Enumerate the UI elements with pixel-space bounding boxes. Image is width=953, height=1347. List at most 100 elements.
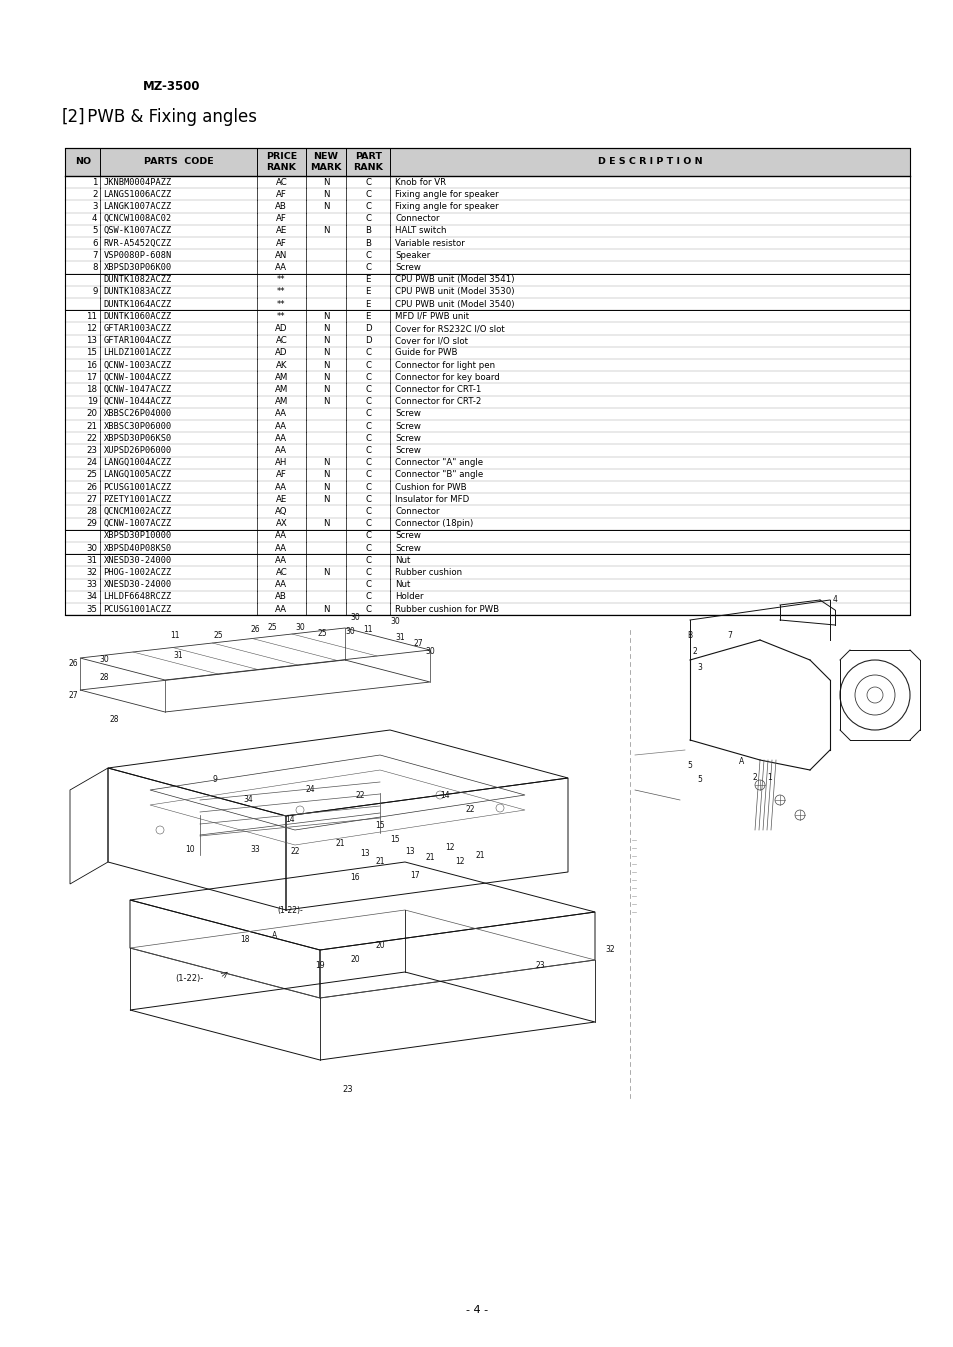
Text: D E S C R I P T I O N: D E S C R I P T I O N [598, 158, 701, 167]
Text: 33: 33 [87, 581, 97, 589]
Text: 20: 20 [375, 940, 384, 950]
Text: 11: 11 [170, 630, 179, 640]
Text: 22: 22 [290, 847, 299, 857]
Text: B: B [687, 630, 692, 640]
Text: JKNBM0004PAZZ: JKNBM0004PAZZ [103, 178, 172, 187]
Text: 14: 14 [285, 815, 294, 824]
Text: QCNCM1002ACZZ: QCNCM1002ACZZ [103, 506, 172, 516]
Text: 27: 27 [87, 494, 97, 504]
Text: XBBSC26P04000: XBBSC26P04000 [103, 409, 172, 419]
Bar [65, 148, 909, 176]
Text: 30: 30 [350, 613, 359, 622]
Text: C: C [365, 605, 371, 614]
Text: XNESD30-24000: XNESD30-24000 [103, 581, 172, 589]
Text: 30: 30 [345, 628, 355, 637]
Text: 30: 30 [99, 656, 109, 664]
Text: AA: AA [275, 556, 287, 564]
Text: 18: 18 [87, 385, 97, 395]
Text: Rubber cushion for PWB: Rubber cushion for PWB [395, 605, 499, 614]
Text: Screw: Screw [395, 422, 421, 431]
Text: Nut: Nut [395, 556, 411, 564]
Text: C: C [365, 263, 371, 272]
Text: AA: AA [275, 263, 287, 272]
Text: HALT switch: HALT switch [395, 226, 446, 236]
Text: AM: AM [274, 373, 288, 381]
Text: C: C [365, 373, 371, 381]
Text: D: D [365, 337, 372, 345]
Text: 9: 9 [92, 287, 97, 296]
Text: 11: 11 [87, 311, 97, 321]
Text: 3: 3 [697, 664, 701, 672]
Text: QCNW-1044ACZZ: QCNW-1044ACZZ [103, 397, 172, 407]
Text: (1-22)-: (1-22)- [276, 905, 302, 915]
Text: N: N [322, 605, 329, 614]
Text: Variable resistor: Variable resistor [395, 238, 464, 248]
Text: E: E [365, 275, 371, 284]
Text: 19: 19 [314, 960, 324, 970]
Text: 21: 21 [425, 854, 435, 862]
Text: PZETY1001ACZZ: PZETY1001ACZZ [103, 494, 172, 504]
Text: 30: 30 [87, 544, 97, 552]
Text: **: ** [276, 287, 285, 296]
Text: AA: AA [275, 532, 287, 540]
Text: 19: 19 [87, 397, 97, 407]
Text: C: C [365, 458, 371, 467]
Text: LANGQ1004ACZZ: LANGQ1004ACZZ [103, 458, 172, 467]
Text: **: ** [276, 311, 285, 321]
Text: B: B [365, 238, 371, 248]
Text: 28: 28 [99, 674, 109, 683]
Text: QCNW-1007ACZZ: QCNW-1007ACZZ [103, 519, 172, 528]
Text: 25: 25 [316, 629, 327, 637]
Text: **: ** [276, 299, 285, 308]
Text: N: N [322, 337, 329, 345]
Text: Connector for CRT-2: Connector for CRT-2 [395, 397, 481, 407]
Text: 32: 32 [604, 946, 614, 955]
Text: 34: 34 [87, 593, 97, 601]
Text: C: C [365, 446, 371, 455]
Text: Cushion for PWB: Cushion for PWB [395, 482, 466, 492]
Text: N: N [322, 178, 329, 187]
Text: C: C [365, 251, 371, 260]
Text: LANGS1006ACZZ: LANGS1006ACZZ [103, 190, 172, 199]
Text: 26: 26 [68, 659, 78, 668]
Text: 25: 25 [213, 630, 223, 640]
Text: Connector: Connector [395, 214, 439, 224]
Text: C: C [365, 581, 371, 589]
Text: Screw: Screw [395, 446, 421, 455]
Text: NEW
MARK: NEW MARK [310, 152, 341, 171]
Text: AD: AD [274, 325, 287, 333]
Text: E: E [365, 287, 371, 296]
Text: PHOG-1002ACZZ: PHOG-1002ACZZ [103, 568, 172, 577]
Text: A: A [273, 931, 277, 939]
Text: AQ: AQ [274, 506, 287, 516]
Text: C: C [365, 190, 371, 199]
Text: Screw: Screw [395, 532, 421, 540]
Text: 20: 20 [350, 955, 359, 964]
Text: 14: 14 [439, 791, 450, 800]
Text: Cover for RS232C I/O slot: Cover for RS232C I/O slot [395, 325, 504, 333]
Text: DUNTK1082ACZZ: DUNTK1082ACZZ [103, 275, 172, 284]
Text: MZ-3500: MZ-3500 [143, 79, 200, 93]
Text: 4: 4 [91, 214, 97, 224]
Text: C: C [365, 409, 371, 419]
Text: C: C [365, 568, 371, 577]
Text: N: N [322, 226, 329, 236]
Text: GFTAR1004ACZZ: GFTAR1004ACZZ [103, 337, 172, 345]
Text: Screw: Screw [395, 409, 421, 419]
Text: NO: NO [74, 158, 91, 167]
Text: PART
RANK: PART RANK [353, 152, 383, 171]
Text: XBPSD40P08KS0: XBPSD40P08KS0 [103, 544, 172, 552]
Text: XUPSD26P06000: XUPSD26P06000 [103, 446, 172, 455]
Text: LHLDF6648RCZZ: LHLDF6648RCZZ [103, 593, 172, 601]
Text: AA: AA [275, 434, 287, 443]
Text: AA: AA [275, 482, 287, 492]
Text: AM: AM [274, 397, 288, 407]
Text: PARTS  CODE: PARTS CODE [144, 158, 213, 167]
Text: 28: 28 [110, 715, 118, 725]
Text: QSW-K1007ACZZ: QSW-K1007ACZZ [103, 226, 172, 236]
Text: DUNTK1064ACZZ: DUNTK1064ACZZ [103, 299, 172, 308]
Text: 9: 9 [213, 776, 217, 784]
Text: 2: 2 [692, 648, 697, 656]
Text: AF: AF [275, 214, 287, 224]
Text: 15: 15 [375, 820, 384, 830]
